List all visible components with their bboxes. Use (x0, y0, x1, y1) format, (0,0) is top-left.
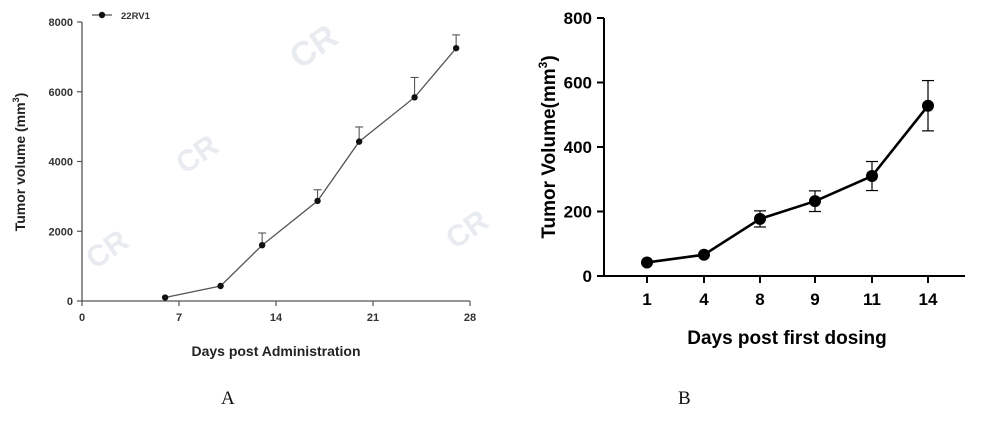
y-tick-label: 2000 (49, 226, 73, 238)
chart-a-y-label-tail: ) (12, 93, 28, 98)
data-point (866, 170, 878, 183)
y-tick-label: 0 (67, 296, 73, 308)
series-line (646, 104, 930, 264)
x-tick-label: 1 (642, 290, 651, 309)
panel-b-caption: B (678, 388, 691, 409)
svg-text:CR: CR (170, 129, 225, 181)
chart-a-y-label: Tumor volume (mm3) (11, 93, 28, 232)
x-tick-label: 11 (863, 290, 881, 309)
watermark: CR CR CR CR (80, 17, 495, 275)
chart-a-x-label: Days post Administration (191, 343, 360, 359)
legend-label: 22RV1 (121, 11, 151, 22)
data-point (809, 195, 821, 208)
data-point (452, 44, 460, 52)
chart-b-x-label: Days post first dosing (687, 328, 887, 349)
data-point (355, 138, 363, 145)
x-tick-label: 21 (367, 312, 379, 324)
legend-marker (98, 11, 106, 19)
chart-a: 0 2000 4000 6000 8000 0 7 14 21 28 22RV1 Days po… (11, 11, 476, 359)
chart-a-y-ticks: 0 2000 4000 6000 8000 (49, 17, 82, 308)
y-tick-label: 200 (564, 203, 592, 222)
x-tick-label: 14 (919, 290, 938, 309)
data-point (258, 242, 266, 249)
y-tick-label: 6000 (49, 87, 73, 99)
y-tick-label: 600 (564, 74, 592, 93)
x-tick-label: 4 (699, 290, 709, 309)
chart-a-x-ticks: 0 7 14 21 28 (79, 301, 476, 324)
series-line-22rv1 (165, 47, 457, 299)
x-tick-label: 9 (810, 290, 819, 309)
y-tick-label: 800 (564, 9, 592, 28)
chart-b-y-label-tail: ) (539, 55, 560, 61)
data-point (922, 99, 934, 112)
chart-b-y-label: Tumor Volume(mm3) (536, 55, 560, 238)
chart-b-x-ticks: 1 4 8 9 11 14 (642, 276, 938, 309)
chart-a-y-label-text: Tumor volume (mm (12, 102, 28, 231)
data-point (161, 294, 169, 301)
x-tick-label: 7 (176, 312, 182, 324)
data-point (641, 256, 653, 269)
x-tick-label: 0 (79, 312, 85, 324)
chart-b-series (641, 79, 934, 269)
data-point (754, 212, 766, 225)
data-point (217, 282, 224, 290)
x-tick-label: 8 (755, 290, 764, 309)
chart-b-y-ticks: 0 200 400 600 800 (564, 9, 604, 286)
svg-text:CR: CR (283, 17, 345, 76)
data-point (411, 94, 418, 101)
chart-a-legend: 22RV1 (92, 11, 151, 22)
y-tick-label: 0 (583, 267, 592, 286)
x-tick-label: 14 (270, 312, 283, 324)
chart-b-y-label-sup: 3 (536, 61, 550, 68)
chart-b-axes (603, 18, 965, 277)
chart-b-y-label-text: Tumor Volume(mm (539, 68, 560, 238)
svg-text:CR: CR (440, 204, 495, 256)
panel-a-caption: A (221, 388, 235, 409)
y-tick-label: 8000 (49, 17, 73, 29)
y-tick-label: 400 (564, 138, 592, 157)
y-tick-label: 4000 (49, 157, 73, 169)
svg-text:CR: CR (80, 224, 135, 276)
chart-a-axes (81, 22, 470, 302)
x-tick-label: 28 (464, 312, 476, 324)
chart-a-series (161, 34, 461, 301)
data-point (698, 248, 710, 261)
data-point (314, 197, 321, 205)
chart-a-y-label-sup: 3 (11, 97, 21, 102)
